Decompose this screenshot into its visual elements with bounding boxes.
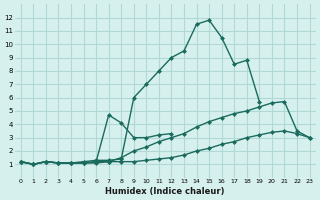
X-axis label: Humidex (Indice chaleur): Humidex (Indice chaleur): [106, 187, 225, 196]
